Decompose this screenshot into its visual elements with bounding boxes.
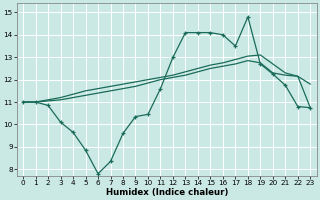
X-axis label: Humidex (Indice chaleur): Humidex (Indice chaleur) [106, 188, 228, 197]
